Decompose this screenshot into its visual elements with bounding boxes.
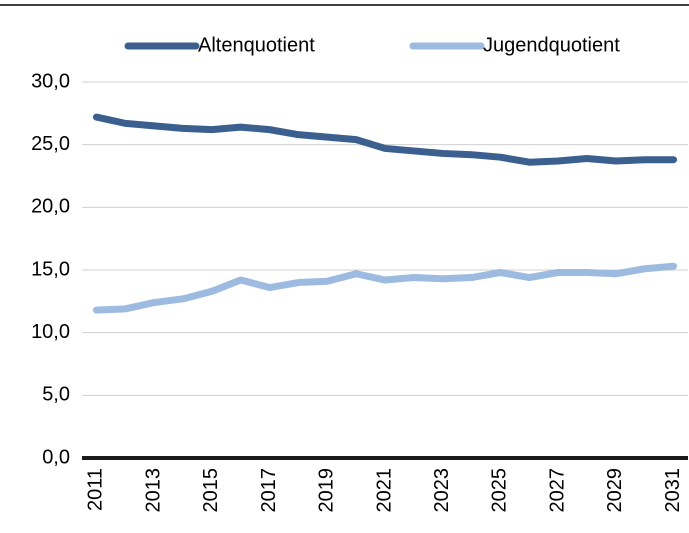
y-tick-label: 10,0 — [31, 321, 70, 343]
x-tick-label: 2029 — [604, 468, 626, 513]
x-tick-label: 2025 — [489, 468, 511, 512]
x-tick-label: 2021 — [373, 468, 395, 513]
series-line — [92, 113, 678, 166]
y-tick-label: 15,0 — [31, 258, 70, 280]
x-tick-label: 2027 — [546, 468, 568, 513]
x-tick-label: 2031 — [662, 468, 684, 513]
legend-label: Altenquotient — [198, 34, 315, 56]
x-tick-label: 2017 — [258, 468, 280, 513]
x-tick-label: 2015 — [200, 468, 222, 513]
y-tick-label: 5,0 — [42, 384, 70, 406]
series-line — [92, 262, 678, 314]
y-tick-label: 30,0 — [31, 70, 70, 92]
x-tick-label: 2019 — [316, 468, 338, 513]
y-tick-label: 25,0 — [31, 133, 70, 155]
y-tick-label: 0,0 — [42, 446, 70, 468]
x-tick-label: 2023 — [431, 468, 453, 513]
x-tick-label: 2013 — [142, 468, 164, 513]
y-tick-label: 20,0 — [31, 196, 70, 218]
legend-label: Jugendquotient — [483, 34, 620, 56]
x-tick-label: 2011 — [85, 468, 107, 511]
